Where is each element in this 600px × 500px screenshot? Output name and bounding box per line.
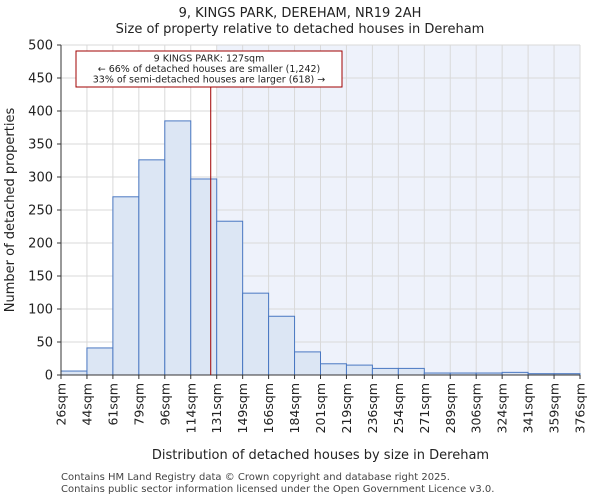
bar-166sqm [268,315,296,376]
bar-201sqm [320,363,347,376]
x-tick-label: 61sqm [105,383,120,426]
x-tick-label: 219sqm [339,383,354,433]
x-tick-label: 201sqm [313,383,328,433]
x-tick-label: 306sqm [469,383,484,433]
x-tick-label: 149sqm [235,383,250,433]
footer-line-2: Contains public sector information licen… [61,484,495,495]
annotation-line-3: 33% of semi-detached houses are larger (… [93,75,326,86]
y-tick-label: 350 [28,138,53,153]
bar-114sqm [190,178,218,376]
x-tick-label: 254sqm [391,383,406,433]
chart-subtitle: Size of property relative to detached ho… [115,22,485,37]
annotation-line-2: ← 66% of detached houses are smaller (1,… [98,64,321,75]
footer-line-1: Contains HM Land Registry data © Crown c… [61,472,450,483]
x-tick-label: 341sqm [521,383,536,433]
chart-title: 9, KINGS PARK, DEREHAM, NR19 2AH [178,6,422,21]
y-tick-label: 150 [28,270,53,285]
x-tick-label: 359sqm [547,383,562,433]
bar-44sqm [86,347,114,376]
y-tick-label: 0 [45,369,53,384]
y-tick-label: 200 [28,237,53,252]
x-tick-label: 324sqm [495,383,510,433]
x-tick-label: 289sqm [443,383,458,433]
y-tick-label: 450 [28,72,53,87]
x-tick-label: 79sqm [131,383,146,426]
x-tick-label: 96sqm [157,383,172,426]
bar-79sqm [138,159,166,376]
bar-219sqm [345,364,373,376]
x-tick-label: 131sqm [209,383,224,433]
bar-149sqm [242,292,270,376]
y-tick-label: 500 [28,39,53,54]
y-axis-label: Number of detached properties [3,108,18,313]
bar-131sqm [216,220,244,376]
x-axis-label: Distribution of detached houses by size … [152,448,489,463]
x-tick-label: 271sqm [417,383,432,433]
x-tick-label: 376sqm [573,383,588,433]
annotation-line-1: 9 KINGS PARK: 127sqm [154,54,265,65]
y-tick-label: 100 [28,303,53,318]
y-tick-label: 250 [28,204,53,219]
y-tick-label: 50 [36,336,53,351]
y-tick-label: 300 [28,171,53,186]
bar-96sqm [164,120,192,376]
x-tick-label: 114sqm [183,383,198,433]
x-tick-label: 26sqm [54,383,69,426]
y-tick-label: 400 [28,105,53,120]
x-tick-label: 184sqm [287,383,302,433]
bar-184sqm [294,351,321,376]
annotation-box: 9 KINGS PARK: 127sqm ← 66% of detached h… [75,50,343,88]
x-tick-label: 166sqm [261,383,276,433]
bar-236sqm [371,367,399,376]
bar-61sqm [112,196,140,376]
bar-254sqm [397,367,425,376]
bar-26sqm [60,370,88,376]
x-tick-label: 236sqm [365,383,380,433]
x-tick-label: 44sqm [79,383,94,426]
